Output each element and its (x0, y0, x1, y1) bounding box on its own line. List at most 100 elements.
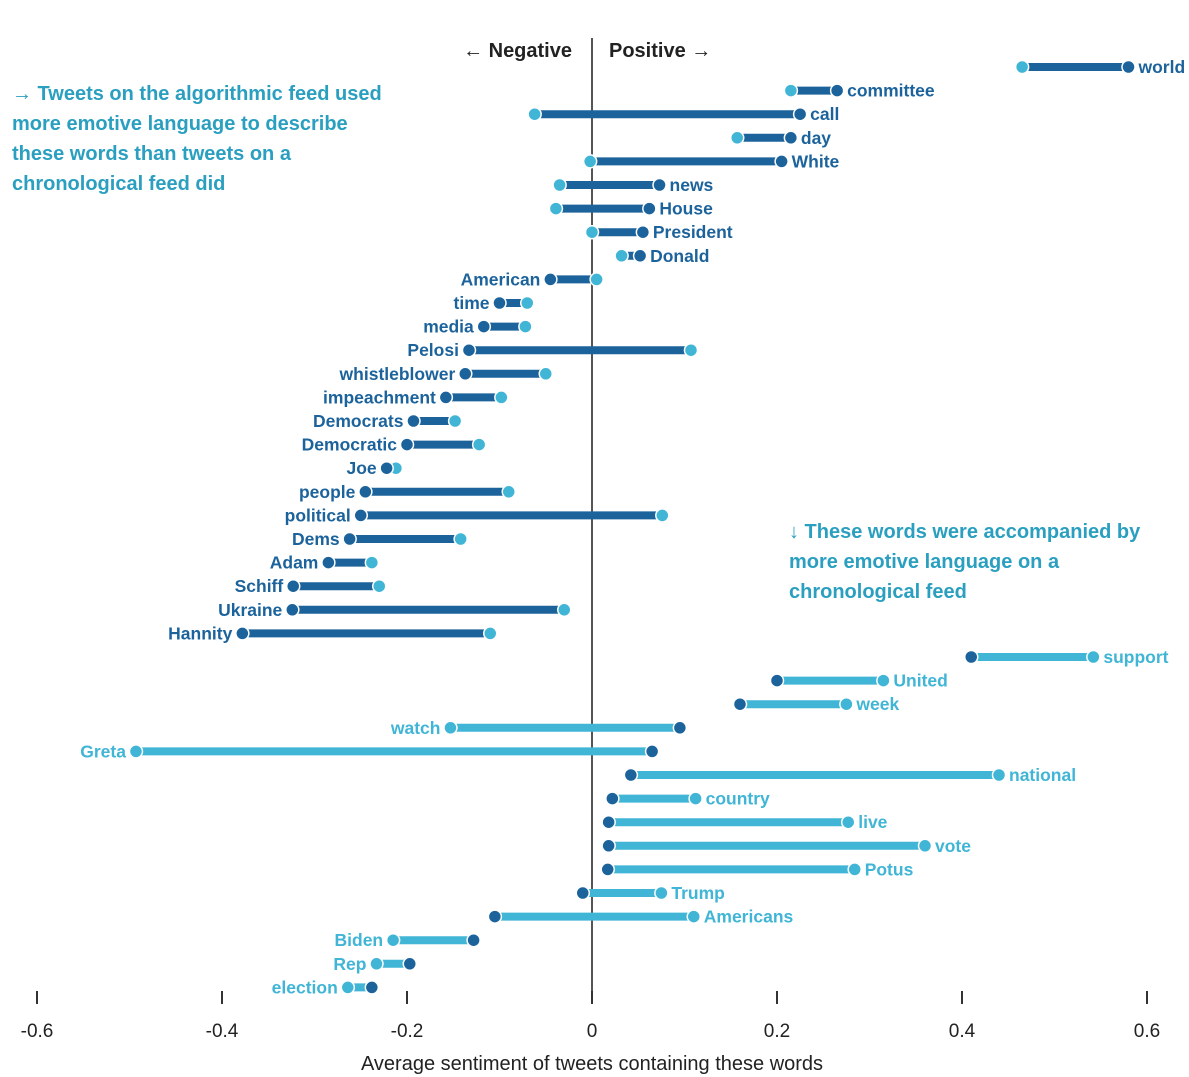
word-label: Democratic (302, 435, 398, 455)
chronological-point (483, 626, 498, 641)
word-label: Americans (704, 907, 794, 927)
word-label: country (706, 789, 770, 809)
algorithmic-point (623, 767, 639, 783)
algorithmic-point (285, 578, 301, 594)
word-label: week (855, 694, 899, 714)
algorithmic-point (476, 319, 492, 334)
algorithmic-point (235, 626, 250, 641)
algorithmic-point (285, 602, 300, 618)
chronological-point (527, 106, 542, 122)
word-label: call (810, 104, 839, 124)
negative-direction-label: ← Negative (463, 40, 572, 62)
chronological-point (369, 956, 384, 972)
word-label: Adam (270, 553, 319, 573)
algorithmic-point (379, 460, 394, 476)
word-label: House (659, 199, 713, 219)
word-label: political (285, 505, 351, 525)
algorithmic-point (642, 201, 657, 216)
chronological-point (688, 791, 703, 806)
algorithmic-point (783, 130, 799, 146)
algorithmic-point (792, 106, 808, 122)
algorithmic-point (1121, 59, 1136, 75)
algorithmic-point (964, 649, 979, 665)
chronological-point (582, 154, 598, 169)
x-tick-label: 0.6 (1134, 1021, 1160, 1042)
word-label: Dems (292, 529, 340, 549)
word-label: Schiff (235, 576, 284, 596)
chronological-point (654, 885, 669, 901)
word-label: Democrats (313, 411, 404, 431)
algorithmic-point (601, 838, 616, 854)
chronological-point (364, 555, 380, 570)
algorithmic-point (487, 909, 503, 924)
chronological-point (589, 272, 604, 287)
algorithmic-point (601, 814, 616, 830)
word-label: Rep (333, 954, 366, 974)
algorithmic-point (635, 224, 651, 240)
chronological-point (991, 767, 1007, 783)
chronological-point (494, 390, 509, 405)
algorithmic-point (829, 83, 845, 98)
chronological-point (683, 342, 699, 358)
chronological-point (548, 201, 564, 216)
word-label: day (801, 128, 831, 148)
chronological-point (501, 484, 516, 500)
chronological-point (453, 531, 468, 547)
chronological-point (557, 602, 572, 618)
chronological-point (783, 83, 799, 98)
algorithmic-point (605, 791, 620, 806)
word-label: world (1138, 57, 1186, 77)
algorithmic-point (402, 956, 418, 972)
word-label: White (792, 151, 840, 171)
word-label: Joe (346, 458, 376, 478)
x-tick-label: -0.4 (206, 1021, 239, 1042)
chronological-point (340, 980, 356, 995)
chronological-annotation: ↓ These words were accompanied by more e… (789, 521, 1141, 603)
word-label: election (272, 977, 338, 997)
word-label: committee (847, 81, 935, 101)
word-label: news (670, 175, 714, 195)
chronological-point (471, 437, 487, 452)
chronological-point (520, 295, 535, 311)
algorithmic-point (458, 366, 473, 382)
algorithmic-point (406, 413, 421, 429)
chronological-point (729, 130, 745, 146)
x-tick-label: 0.4 (949, 1021, 976, 1042)
dumbbells-layer (128, 59, 1136, 995)
word-label: Ukraine (218, 600, 282, 620)
word-label: support (1103, 647, 1168, 667)
word-label: President (653, 222, 733, 242)
algorithmic-point (632, 248, 648, 264)
chronological-point (917, 838, 933, 854)
chronological-point (614, 248, 629, 264)
word-label: whistleblower (339, 364, 456, 384)
algorithmic-point (399, 437, 415, 452)
chronological-point (447, 413, 463, 429)
word-label: United (893, 671, 947, 691)
chronological-point (840, 814, 856, 830)
x-tick-label: 0.2 (764, 1021, 790, 1042)
chronological-point (876, 673, 891, 688)
algorithmic-point (466, 932, 481, 948)
chronological-point (655, 508, 670, 523)
chronological-point (1014, 59, 1030, 75)
word-label: vote (935, 836, 971, 856)
algorithmic-point (769, 673, 785, 688)
word-label: live (858, 812, 887, 832)
algorithmic-point (672, 720, 688, 736)
algorithmic-point (461, 342, 477, 358)
algorithmic-point (600, 862, 615, 877)
algorithmic-point (342, 531, 357, 547)
word-label: Trump (671, 883, 724, 903)
x-tick-label: -0.2 (391, 1021, 424, 1042)
positive-direction-label: Positive → (609, 40, 711, 62)
algorithmic-point (353, 508, 368, 523)
word-label: Pelosi (407, 340, 459, 360)
chronological-point (686, 909, 701, 924)
chronological-point (584, 224, 600, 240)
word-label: watch (390, 718, 441, 738)
algorithmic-point (732, 696, 748, 712)
x-tick-label: -0.6 (21, 1021, 54, 1042)
algorithmic-point (644, 744, 660, 759)
